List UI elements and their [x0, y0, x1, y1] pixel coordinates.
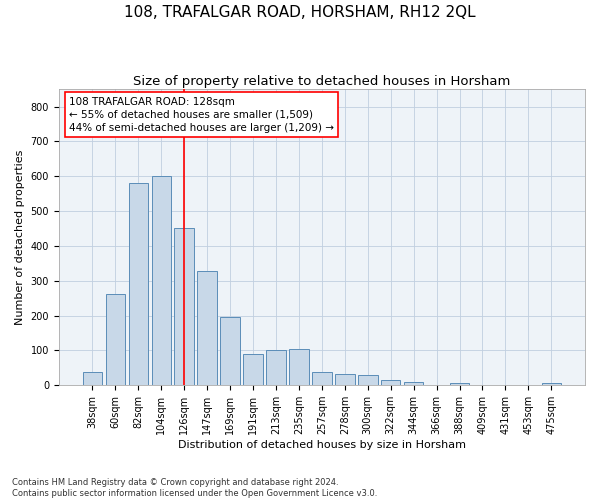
Y-axis label: Number of detached properties: Number of detached properties	[15, 150, 25, 325]
Bar	[220, 318, 240, 385]
Bar	[404, 382, 424, 385]
Bar	[152, 176, 171, 385]
Bar	[335, 374, 355, 385]
Text: 108, TRAFALGAR ROAD, HORSHAM, RH12 2QL: 108, TRAFALGAR ROAD, HORSHAM, RH12 2QL	[124, 5, 476, 20]
Bar	[450, 383, 469, 385]
Bar	[381, 380, 400, 385]
Bar	[266, 350, 286, 385]
Text: 108 TRAFALGAR ROAD: 128sqm
← 55% of detached houses are smaller (1,509)
44% of s: 108 TRAFALGAR ROAD: 128sqm ← 55% of deta…	[70, 96, 334, 133]
Bar	[83, 372, 102, 385]
Bar	[542, 383, 561, 385]
Title: Size of property relative to detached houses in Horsham: Size of property relative to detached ho…	[133, 75, 511, 88]
Bar	[358, 375, 377, 385]
Bar	[312, 372, 332, 385]
Bar	[244, 354, 263, 385]
Text: Contains HM Land Registry data © Crown copyright and database right 2024.
Contai: Contains HM Land Registry data © Crown c…	[12, 478, 377, 498]
Bar	[289, 348, 308, 385]
Bar	[106, 294, 125, 385]
X-axis label: Distribution of detached houses by size in Horsham: Distribution of detached houses by size …	[178, 440, 466, 450]
Bar	[128, 183, 148, 385]
Bar	[175, 228, 194, 385]
Bar	[197, 271, 217, 385]
